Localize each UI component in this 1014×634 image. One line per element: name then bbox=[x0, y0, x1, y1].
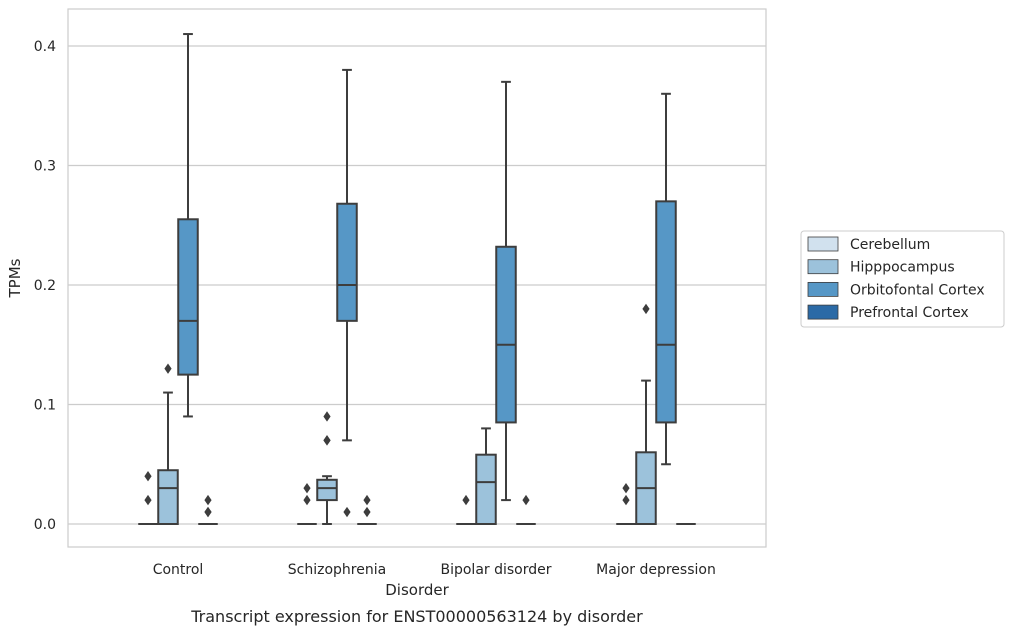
box-hipppocampus bbox=[157, 363, 179, 526]
outlier-point bbox=[343, 506, 351, 518]
y-axis-title: TPMs bbox=[6, 258, 24, 298]
x-tick-label: Major depression bbox=[596, 562, 716, 578]
outlier-point bbox=[642, 303, 650, 315]
box-body bbox=[336, 202, 358, 322]
legend-item: Prefrontal Cortex bbox=[807, 304, 969, 321]
box-body bbox=[157, 469, 179, 526]
box-prefrontal-cortex bbox=[357, 494, 377, 525]
x-axis-title: Disorder bbox=[385, 581, 449, 599]
box-orbitofontal-cortex bbox=[655, 92, 677, 466]
outlier-point bbox=[522, 494, 530, 506]
outlier-point bbox=[144, 494, 152, 506]
legend-item: Cerebellum bbox=[807, 236, 930, 253]
legend-label: Orbitofontal Cortex bbox=[850, 282, 985, 298]
box-prefrontal-cortex bbox=[516, 494, 536, 525]
plot-frame bbox=[67, 8, 767, 548]
box-hipppocampus bbox=[475, 427, 497, 525]
legend-swatch bbox=[807, 259, 839, 275]
legend-items: Cerebellum Hipppocampus Orbitofontal Corte… bbox=[807, 236, 985, 321]
outlier-point bbox=[303, 494, 311, 506]
outlier-point bbox=[204, 494, 212, 506]
outlier-point bbox=[363, 494, 371, 506]
legend-label: Prefrontal Cortex bbox=[850, 305, 969, 321]
y-tick-label: 0.3 bbox=[34, 159, 56, 175]
outlier-point bbox=[622, 494, 630, 506]
x-tick-label: Control bbox=[153, 562, 204, 578]
box-cerebellum bbox=[456, 494, 476, 525]
x-tick-label: Bipolar disorder bbox=[440, 562, 551, 578]
x-tick-labels: Control Schizophrenia Bipolar disorder Majo… bbox=[153, 562, 716, 578]
x-tick-label: Schizophrenia bbox=[288, 562, 386, 578]
box-cerebellum bbox=[297, 482, 317, 525]
outlier-point bbox=[144, 471, 152, 482]
legend-frame bbox=[800, 230, 1005, 328]
legend-swatch bbox=[807, 304, 839, 320]
legend: Cerebellum Hipppocampus Orbitofontal Corte… bbox=[800, 230, 1005, 328]
legend-item: Orbitofontal Cortex bbox=[807, 281, 985, 298]
y-tick-label: 0.4 bbox=[34, 39, 56, 55]
outlier-point bbox=[323, 435, 331, 446]
legend-swatch bbox=[807, 236, 839, 252]
outlier-point bbox=[303, 482, 311, 494]
box-body bbox=[655, 200, 677, 424]
legend-item: Hipppocampus bbox=[807, 259, 955, 276]
y-tick-label: 0.1 bbox=[34, 398, 56, 414]
outlier-point bbox=[323, 411, 331, 422]
box-groups bbox=[138, 33, 696, 526]
box-body bbox=[177, 218, 199, 376]
box-body bbox=[316, 478, 338, 502]
outlier-point bbox=[204, 506, 212, 518]
outlier-point bbox=[164, 363, 172, 374]
box-body bbox=[475, 453, 497, 525]
box-body bbox=[495, 245, 517, 424]
outlier-point bbox=[622, 482, 630, 494]
chart-caption: Transcript expression for ENST0000056312… bbox=[190, 607, 643, 626]
outlier-point bbox=[462, 494, 470, 506]
y-tick-labels: 0.0 0.1 0.2 0.3 0.4 bbox=[34, 39, 56, 533]
y-tick-label: 0.0 bbox=[34, 517, 56, 533]
outlier-point bbox=[363, 506, 371, 518]
legend-label: Hipppocampus bbox=[850, 260, 955, 276]
box-hipppocampus bbox=[316, 411, 338, 525]
box-orbitofontal-cortex bbox=[495, 80, 517, 502]
legend-swatch bbox=[807, 281, 839, 297]
legend-label: Cerebellum bbox=[850, 237, 930, 253]
box-hipppocampus bbox=[635, 303, 657, 525]
box-prefrontal-cortex bbox=[198, 494, 218, 525]
box-cerebellum bbox=[616, 482, 636, 525]
box-cerebellum bbox=[138, 471, 158, 525]
y-tick-label: 0.2 bbox=[34, 278, 56, 294]
box-orbitofontal-cortex bbox=[177, 33, 199, 418]
box-orbitofontal-cortex bbox=[336, 68, 358, 518]
